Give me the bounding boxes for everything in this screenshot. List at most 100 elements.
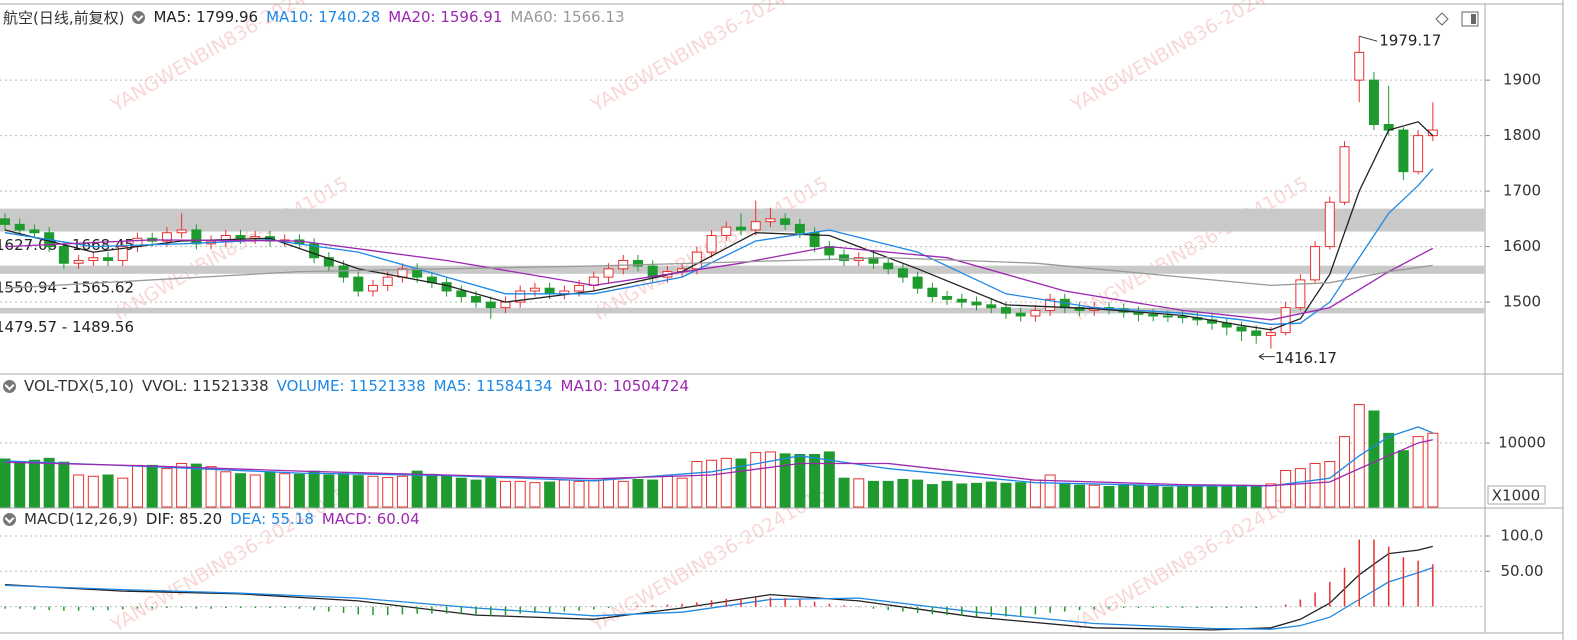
- candle-body: [794, 223, 805, 234]
- candle-body: [736, 226, 746, 231]
- volume-bar: [764, 451, 776, 508]
- volume-bar: [794, 454, 806, 508]
- gap-zone: [0, 265, 1485, 274]
- indicator-line: [4, 121, 1434, 331]
- volume-bar: [1206, 484, 1218, 508]
- candle-body: [323, 257, 334, 267]
- volume-bar: [985, 481, 997, 508]
- volume-bar: [514, 480, 526, 508]
- volume-bar: [396, 475, 408, 508]
- candle-body: [309, 243, 320, 259]
- legend-entry: MA5: 11584134: [433, 377, 553, 395]
- gap-zone: [0, 307, 1485, 314]
- candle-body: [161, 232, 172, 242]
- max-pointer: [1359, 35, 1378, 42]
- diamond-icon[interactable]: [1435, 12, 1449, 26]
- gap-zone-label: 1479.57 - 1489.56: [0, 318, 134, 336]
- candle-body: [706, 235, 717, 253]
- candle-body: [1000, 307, 1011, 314]
- volume-bar: [382, 477, 394, 508]
- candle-body: [1280, 307, 1291, 334]
- volume-bar: [1309, 462, 1321, 508]
- volume-bar: [1132, 484, 1144, 508]
- volume-bar: [338, 473, 350, 508]
- legend-entry: MA20: 1596.91: [388, 8, 503, 26]
- volume-bar: [588, 480, 600, 508]
- candle-body: [574, 284, 585, 292]
- y-tick-label: 1900: [1503, 71, 1541, 89]
- candle-body: [1413, 135, 1424, 173]
- candle-body: [897, 268, 908, 278]
- collapse-icon[interactable]: [3, 379, 16, 393]
- volume-bar: [1383, 432, 1395, 508]
- panel-title[interactable]: VOL-TDX(5,10): [24, 377, 135, 395]
- max-label: 1979.17: [1379, 32, 1441, 50]
- legend-entry: MA10: 1740.28: [266, 8, 381, 26]
- volume-bar: [1000, 482, 1012, 508]
- candle-body: [353, 276, 364, 292]
- candle-body: [235, 235, 246, 239]
- volume-bar: [367, 475, 379, 508]
- volume-bar: [279, 473, 291, 508]
- volume-bar: [1265, 483, 1277, 508]
- volume-bar: [1339, 436, 1351, 508]
- volume-bar: [470, 479, 482, 508]
- collapse-icon[interactable]: [3, 512, 16, 526]
- candle-body: [1030, 309, 1041, 317]
- volume-bar: [971, 482, 983, 508]
- volume-bar: [1059, 482, 1071, 508]
- volume-bar: [1088, 484, 1100, 508]
- volume-bar: [499, 480, 511, 508]
- volume-bar: [117, 477, 129, 508]
- volume-bar: [779, 453, 791, 508]
- volume-bar: [293, 473, 305, 508]
- volume-bar: [750, 452, 762, 508]
- volume-bar: [176, 462, 188, 508]
- volume-bar: [558, 479, 570, 508]
- volume-bar: [735, 458, 747, 508]
- volume-bar: [131, 464, 143, 508]
- candle-body: [73, 259, 84, 264]
- candle-body: [956, 298, 967, 303]
- candle-body: [485, 301, 496, 309]
- indicator-line: [4, 239, 1434, 321]
- y-tick-label: 1600: [1503, 237, 1541, 255]
- panel-title[interactable]: MACD(12,26,9): [24, 510, 138, 528]
- volume-bar: [1103, 486, 1115, 508]
- y-tick-label: 10000: [1498, 433, 1546, 451]
- candle-body: [721, 226, 732, 237]
- volume-bar: [220, 471, 232, 508]
- candle-body: [338, 265, 349, 278]
- volume-bar: [603, 478, 615, 508]
- volume-bar: [43, 457, 55, 508]
- volume-bar: [87, 475, 99, 508]
- candle-body: [1339, 146, 1350, 203]
- panel-title[interactable]: 航空(日线,前复权): [3, 8, 125, 27]
- volume-bar: [956, 483, 968, 508]
- volume-bar: [823, 451, 835, 508]
- volume-bar: [544, 481, 556, 508]
- candle-body: [382, 276, 393, 286]
- indicator-line: [4, 257, 1433, 289]
- volume-bar: [146, 464, 158, 508]
- candle-body: [588, 276, 599, 286]
- candle-body: [1148, 313, 1159, 317]
- candle-body: [1295, 279, 1306, 309]
- volume-bar: [661, 475, 673, 508]
- volume-bar: [912, 479, 924, 508]
- volume-bar: [308, 470, 320, 508]
- volume-bar: [1147, 486, 1159, 508]
- candle-body: [191, 229, 202, 245]
- candle-body: [176, 229, 187, 234]
- volume-bar: [1294, 468, 1306, 508]
- candle-body: [1324, 201, 1335, 248]
- volume-bar: [1044, 474, 1056, 508]
- candle-body: [456, 290, 467, 298]
- panel-icon[interactable]: [1461, 11, 1479, 27]
- gap-zone: [0, 208, 1485, 232]
- candle-body: [912, 276, 923, 289]
- indicator-line: [4, 168, 1434, 325]
- volume-bar: [617, 480, 629, 508]
